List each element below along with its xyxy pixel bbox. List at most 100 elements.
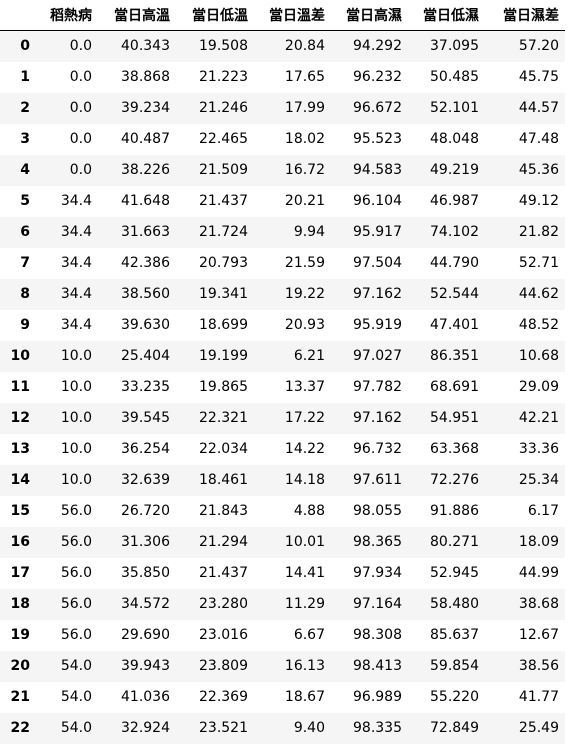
table-cell: 42.21: [518, 410, 559, 426]
table-cell: 25.34: [518, 472, 559, 488]
table-row: 2 0.0 39.234 21.246 17.99 96.672 52.101 44.57: [0, 92, 565, 124]
column-header: 當日濕差: [485, 0, 565, 31]
table-cell: 44.790: [430, 255, 479, 271]
table-row: 12 10.0 39.545 22.321 17.22 97.162 54.951 42.21: [0, 402, 565, 434]
table-cell: 98.335: [353, 720, 402, 736]
table-row: 16 56.0 31.306 21.294 10.01 98.365 80.271 18.09: [0, 526, 565, 558]
table-cell: 9.40: [293, 720, 325, 736]
table-cell: 21.59: [284, 255, 325, 271]
table-cell: 31.663: [121, 224, 170, 240]
table-row: 20 54.0 39.943 23.809 16.13 98.413 59.854 38.56: [0, 650, 565, 682]
table-cell: 98.365: [353, 534, 402, 550]
row-index: 20: [10, 658, 30, 674]
table-cell: 94.292: [353, 38, 402, 55]
row-index: 3: [20, 131, 30, 147]
index-header: [0, 0, 36, 31]
table-cell: 31.306: [121, 534, 170, 550]
table-cell: 23.280: [199, 596, 248, 612]
table-cell: 33.235: [121, 379, 170, 395]
table-cell: 22.465: [199, 131, 248, 147]
table-cell: 98.308: [353, 627, 402, 643]
row-index: 7: [20, 255, 30, 271]
row-index: 21: [10, 689, 30, 705]
column-header: 當日高溫: [98, 0, 176, 31]
table-cell: 56.0: [60, 534, 92, 550]
row-index: 8: [20, 286, 30, 302]
table-cell: 41.77: [518, 689, 559, 705]
column-header: 當日低溫: [176, 0, 254, 31]
table-cell: 52.544: [430, 286, 479, 302]
table-cell: 68.691: [430, 379, 479, 395]
table-row: 1 0.0 38.868 21.223 17.65 96.232 50.485 45.75: [0, 61, 565, 93]
row-index: 0: [20, 38, 30, 55]
table-cell: 14.22: [284, 441, 325, 457]
table-cell: 36.254: [121, 441, 170, 457]
table-cell: 41.036: [121, 689, 170, 705]
table-cell: 18.67: [284, 689, 325, 705]
table-cell: 72.276: [430, 472, 479, 488]
table-row: 8 34.4 38.560 19.341 19.22 97.162 52.544 44.62: [0, 278, 565, 310]
table-cell: 12.67: [518, 627, 559, 643]
table-cell: 97.162: [353, 410, 402, 426]
table-row: 22 54.0 32.924 23.521 9.40 98.335 72.849 25.49: [0, 712, 565, 744]
table-cell: 25.49: [518, 720, 559, 736]
table-cell: 22.369: [199, 689, 248, 705]
table-cell: 11.29: [284, 596, 325, 612]
table-body: 0 0.0 40.343 19.508 20.84 94.292 37.095 57.20 1 0…: [0, 30, 565, 744]
table-cell: 48.048: [430, 131, 479, 147]
table-cell: 54.951: [430, 410, 479, 426]
table-cell: 21.724: [199, 224, 248, 240]
table-cell: 57.20: [518, 38, 559, 55]
table-cell: 54.0: [60, 720, 92, 736]
dataframe-table: 稻熱病 當日高溫 當日低溫 當日溫差 當日高濕 當日低濕 當日濕差 0 0.0 40…: [0, 0, 565, 744]
table-cell: 52.101: [430, 100, 479, 116]
table-row: 10 10.0 25.404 19.199 6.21 97.027 86.351 10.68: [0, 340, 565, 372]
table-cell: 97.611: [353, 472, 402, 488]
table-cell: 20.21: [284, 193, 325, 209]
table-cell: 45.75: [518, 69, 559, 85]
table-cell: 21.294: [199, 534, 248, 550]
table-cell: 6.17: [527, 503, 559, 519]
table-cell: 9.94: [293, 224, 325, 240]
table-cell: 16.13: [284, 658, 325, 674]
table-cell: 10.0: [60, 379, 92, 395]
table-cell: 34.4: [60, 224, 92, 240]
table-row: 5 34.4 41.648 21.437 20.21 96.104 46.987 49.12: [0, 185, 565, 217]
table-cell: 56.0: [60, 503, 92, 519]
table-cell: 29.09: [518, 379, 559, 395]
table-cell: 39.545: [121, 410, 170, 426]
table-cell: 44.57: [518, 100, 559, 116]
table-cell: 56.0: [60, 565, 92, 581]
row-index: 6: [20, 224, 30, 240]
table-row: 17 56.0 35.850 21.437 14.41 97.934 52.945 44.99: [0, 557, 565, 589]
table-cell: 34.572: [121, 596, 170, 612]
table-cell: 13.37: [284, 379, 325, 395]
table-cell: 80.271: [430, 534, 479, 550]
table-cell: 54.0: [60, 689, 92, 705]
column-header: 當日低濕: [408, 0, 485, 31]
table-cell: 96.672: [353, 100, 402, 116]
table-cell: 38.68: [518, 596, 559, 612]
table-cell: 34.4: [60, 286, 92, 302]
row-index: 18: [10, 596, 30, 612]
table-cell: 35.850: [121, 565, 170, 581]
table-cell: 34.4: [60, 317, 92, 333]
table-cell: 22.034: [199, 441, 248, 457]
row-index: 19: [10, 627, 30, 643]
column-header: 稻熱病: [36, 0, 98, 31]
table-cell: 23.521: [199, 720, 248, 736]
table-cell: 49.219: [430, 162, 479, 178]
table-cell: 39.234: [121, 100, 170, 116]
table-cell: 72.849: [430, 720, 479, 736]
row-index: 4: [20, 162, 30, 178]
table-cell: 10.0: [60, 410, 92, 426]
table-row: 13 10.0 36.254 22.034 14.22 96.732 63.368 33.36: [0, 433, 565, 465]
table-cell: 38.226: [121, 162, 170, 178]
table-cell: 38.56: [518, 658, 559, 674]
table-cell: 26.720: [121, 503, 170, 519]
table-cell: 39.943: [121, 658, 170, 674]
row-index: 16: [10, 534, 30, 550]
table-cell: 19.508: [199, 38, 248, 55]
table-cell: 91.886: [430, 503, 479, 519]
column-header: 當日高濕: [331, 0, 408, 31]
